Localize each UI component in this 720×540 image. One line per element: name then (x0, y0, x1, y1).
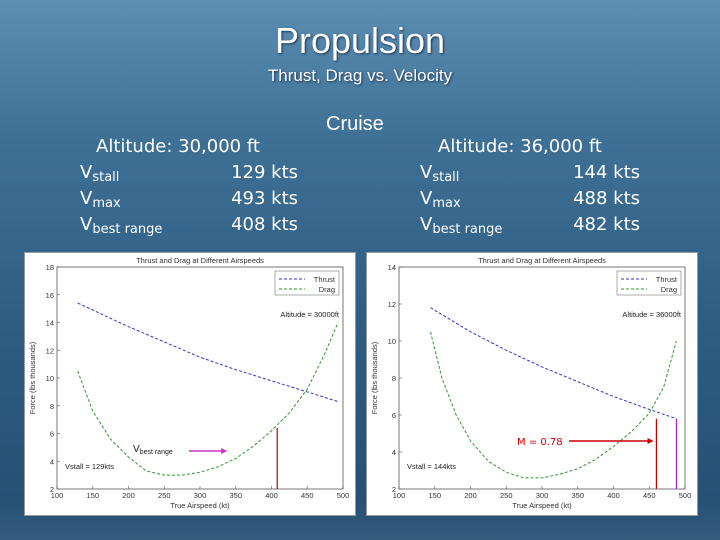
right-row-stall: Vstall 144 kts (420, 162, 640, 188)
left-chart: Thrust and Drag at Different Airspeeds 10… (24, 252, 356, 516)
left-stats-block: Altitude: 30,000 ft Vstall 129 kts Vmax … (80, 136, 320, 246)
legend-label: Thrust (314, 275, 336, 284)
vstall-annotation: Vstall = 129kts (65, 462, 114, 471)
y-tick-label: 10 (388, 337, 396, 346)
altitude-annotation: Altitude = 36000ft (622, 310, 682, 319)
y-tick-label: 8 (392, 374, 396, 383)
y-tick-label: 14 (388, 263, 396, 272)
altitude-annotation: Altitude = 30000ft (280, 310, 340, 319)
x-axis-label: True Airspeed (kt) (170, 501, 230, 510)
x-tick-label: 350 (229, 491, 242, 500)
section-label: Cruise (326, 113, 384, 135)
chart-title: Thrust and Drag at Different Airspeeds (136, 256, 264, 265)
right-stats-block: Altitude: 36,000 ft Vstall 144 kts Vmax … (420, 136, 660, 246)
series-line-thrust (430, 307, 677, 420)
vbest-arrow-head (221, 448, 228, 454)
left-altitude: Altitude: 30,000 ft (96, 136, 260, 157)
x-tick-label: 150 (428, 491, 441, 500)
x-tick-label: 200 (464, 491, 477, 500)
left-vstall-label: Vstall (80, 162, 120, 185)
x-tick-label: 450 (643, 491, 656, 500)
x-tick-label: 300 (194, 491, 207, 500)
vstall-annotation: Vstall = 144kts (407, 462, 456, 471)
x-tick-label: 400 (607, 491, 620, 500)
y-tick-label: 4 (392, 448, 396, 457)
right-vmax-value: 488 kts (573, 188, 640, 209)
legend-box (616, 270, 682, 296)
left-vbest-value: 408 kts (231, 214, 298, 235)
left-row-max: Vmax 493 kts (80, 188, 300, 214)
x-tick-label: 500 (679, 491, 692, 500)
x-tick-label: 100 (393, 491, 406, 500)
y-tick-label: 18 (46, 263, 54, 272)
slide-title: Propulsion (274, 20, 446, 61)
right-row-max: Vmax 488 kts (420, 188, 640, 214)
x-tick-label: 200 (122, 491, 135, 500)
right-chart: Thrust and Drag at Different Airspeeds 10… (366, 252, 698, 516)
slide-subtitle: Thrust, Drag vs. Velocity (267, 66, 453, 85)
x-tick-label: 400 (265, 491, 278, 500)
y-tick-label: 6 (392, 411, 396, 420)
mach-annotation: M = 0.78 (517, 437, 563, 448)
plot-area (398, 266, 686, 490)
y-tick-label: 2 (50, 485, 54, 494)
x-tick-label: 150 (86, 491, 99, 500)
y-tick-label: 4 (50, 457, 54, 466)
x-tick-label: 300 (536, 491, 549, 500)
chart-title: Thrust and Drag at Different Airspeeds (478, 256, 606, 265)
y-axis-label: Force (lbs thousands) (370, 341, 379, 414)
y-tick-label: 2 (392, 485, 396, 494)
series-line-drag (430, 331, 677, 479)
right-row-best-range: Vbest range 482 kts (420, 214, 640, 240)
y-tick-label: 12 (46, 346, 54, 355)
right-chart-svg: Thrust and Drag at Different Airspeeds 10… (370, 256, 692, 510)
legend-label: Thrust (656, 275, 678, 284)
x-tick-label: 250 (158, 491, 171, 500)
y-axis-label: Force (lbs thousands) (28, 341, 37, 414)
right-vstall-value: 144 kts (573, 162, 640, 183)
right-vbest-value: 482 kts (573, 214, 640, 235)
left-vstall-value: 129 kts (231, 162, 298, 183)
right-vmax-label: Vmax (420, 188, 461, 211)
left-row-best-range: Vbest range 408 kts (80, 214, 300, 240)
left-vmax-value: 493 kts (231, 188, 298, 209)
legend-box (274, 270, 340, 296)
y-tick-label: 8 (50, 402, 54, 411)
x-axis-label: True Airspeed (kt) (512, 501, 572, 510)
x-tick-label: 100 (51, 491, 64, 500)
x-tick-label: 450 (301, 491, 314, 500)
y-tick-label: 14 (46, 319, 54, 328)
left-chart-svg: Thrust and Drag at Different Airspeeds 10… (28, 256, 350, 510)
left-vmax-label: Vmax (80, 188, 121, 211)
y-tick-label: 16 (46, 291, 54, 300)
plot-area (56, 266, 344, 490)
y-tick-label: 12 (388, 300, 396, 309)
legend-label: Drag (661, 285, 677, 294)
right-vbest-label: Vbest range (420, 214, 503, 237)
left-vbest-label: Vbest range (80, 214, 163, 237)
x-tick-label: 500 (337, 491, 350, 500)
x-tick-label: 250 (500, 491, 513, 500)
y-tick-label: 10 (46, 374, 54, 383)
x-tick-label: 350 (571, 491, 584, 500)
vbest-range-annotation: Vbest range (133, 444, 173, 456)
mach-arrow-head (647, 438, 654, 444)
left-row-stall: Vstall 129 kts (80, 162, 300, 188)
right-altitude: Altitude: 36,000 ft (438, 136, 602, 157)
legend-label: Drag (319, 285, 335, 294)
series-line-drag (77, 322, 339, 476)
right-vstall-label: Vstall (420, 162, 460, 185)
y-tick-label: 6 (50, 430, 54, 439)
